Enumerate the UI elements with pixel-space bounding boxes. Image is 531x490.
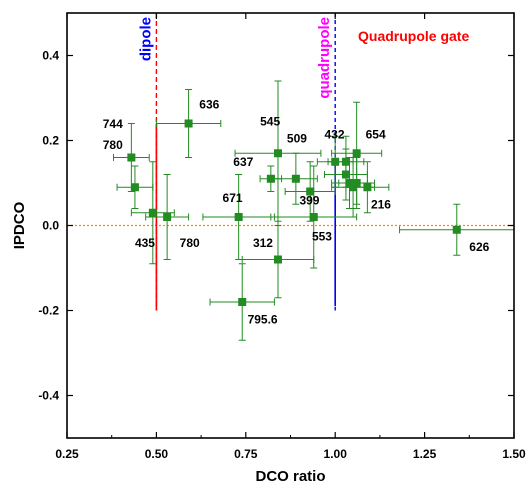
energy-label: 509 bbox=[287, 132, 307, 146]
energy-label: 432 bbox=[324, 127, 344, 141]
y-axis: -0.4 -0.2 0.0 0.2 0.4 bbox=[38, 49, 514, 403]
x-tick-label: 1.00 bbox=[324, 447, 348, 461]
x-tick-label: 0.25 bbox=[55, 447, 79, 461]
data-point bbox=[184, 119, 193, 128]
data-point bbox=[306, 187, 315, 196]
x-tick-label: 1.50 bbox=[502, 447, 526, 461]
energy-label: 553 bbox=[312, 229, 332, 243]
quadrupole-gate-label: Quadrupole gate bbox=[358, 28, 469, 44]
data-point bbox=[163, 213, 172, 221]
plot-frame bbox=[66, 12, 515, 439]
data-point bbox=[291, 174, 300, 183]
data-point bbox=[127, 153, 136, 162]
energy-label: 780 bbox=[180, 236, 200, 250]
data-point bbox=[266, 174, 275, 183]
data-point bbox=[341, 157, 350, 166]
data-point bbox=[363, 183, 372, 192]
data-point bbox=[352, 179, 361, 187]
energy-label: 671 bbox=[223, 191, 243, 205]
x-tick-label: 1.25 bbox=[413, 447, 437, 461]
energy-label: 626 bbox=[469, 240, 489, 254]
y-tick-label: 0.0 bbox=[42, 219, 59, 233]
energy-label: 654 bbox=[366, 127, 386, 141]
energy-label: 545 bbox=[260, 115, 280, 129]
data-point bbox=[349, 183, 358, 192]
x-tick-label: 0.75 bbox=[234, 447, 258, 461]
data-point bbox=[331, 157, 340, 166]
data-point bbox=[452, 225, 461, 234]
data-point bbox=[341, 170, 350, 179]
y-tick-label: -0.4 bbox=[38, 389, 59, 403]
data-point bbox=[273, 149, 282, 158]
x-axis-title: DCO ratio bbox=[255, 468, 325, 485]
data-point bbox=[345, 179, 354, 187]
y-tick-label: 0.2 bbox=[42, 134, 59, 148]
point-labels: 744 780 636 545 509 432 654 637 671 399 216 435 780 3… bbox=[103, 98, 490, 327]
energy-label: 399 bbox=[299, 193, 319, 207]
energy-label: 637 bbox=[233, 155, 253, 169]
energy-label: 216 bbox=[371, 198, 391, 212]
energy-label: 312 bbox=[253, 236, 273, 250]
data-point bbox=[352, 149, 361, 158]
error-bars bbox=[112, 80, 515, 341]
y-tick-label: -0.2 bbox=[38, 304, 59, 318]
energy-label: 780 bbox=[103, 138, 123, 152]
data-point bbox=[238, 298, 247, 306]
data-point bbox=[148, 208, 157, 217]
data-point bbox=[309, 213, 318, 221]
data-points bbox=[127, 119, 461, 306]
y-tick-label: 0.4 bbox=[42, 49, 59, 63]
x-tick-label: 0.50 bbox=[145, 447, 169, 461]
data-point bbox=[273, 255, 282, 264]
energy-label: 636 bbox=[199, 98, 219, 112]
quadrupole-annotation: quadrupole bbox=[316, 17, 333, 99]
energy-label: 795.6 bbox=[248, 312, 278, 326]
energy-label: 435 bbox=[135, 236, 155, 250]
x-axis: 0.25 0.50 0.75 1.00 1.25 1.50 bbox=[55, 13, 526, 461]
y-axis-title: IPDCO bbox=[11, 201, 28, 249]
dipole-annotation: dipole bbox=[137, 17, 154, 61]
energy-label: 744 bbox=[103, 117, 123, 131]
data-point bbox=[130, 183, 139, 192]
data-point bbox=[234, 213, 243, 221]
